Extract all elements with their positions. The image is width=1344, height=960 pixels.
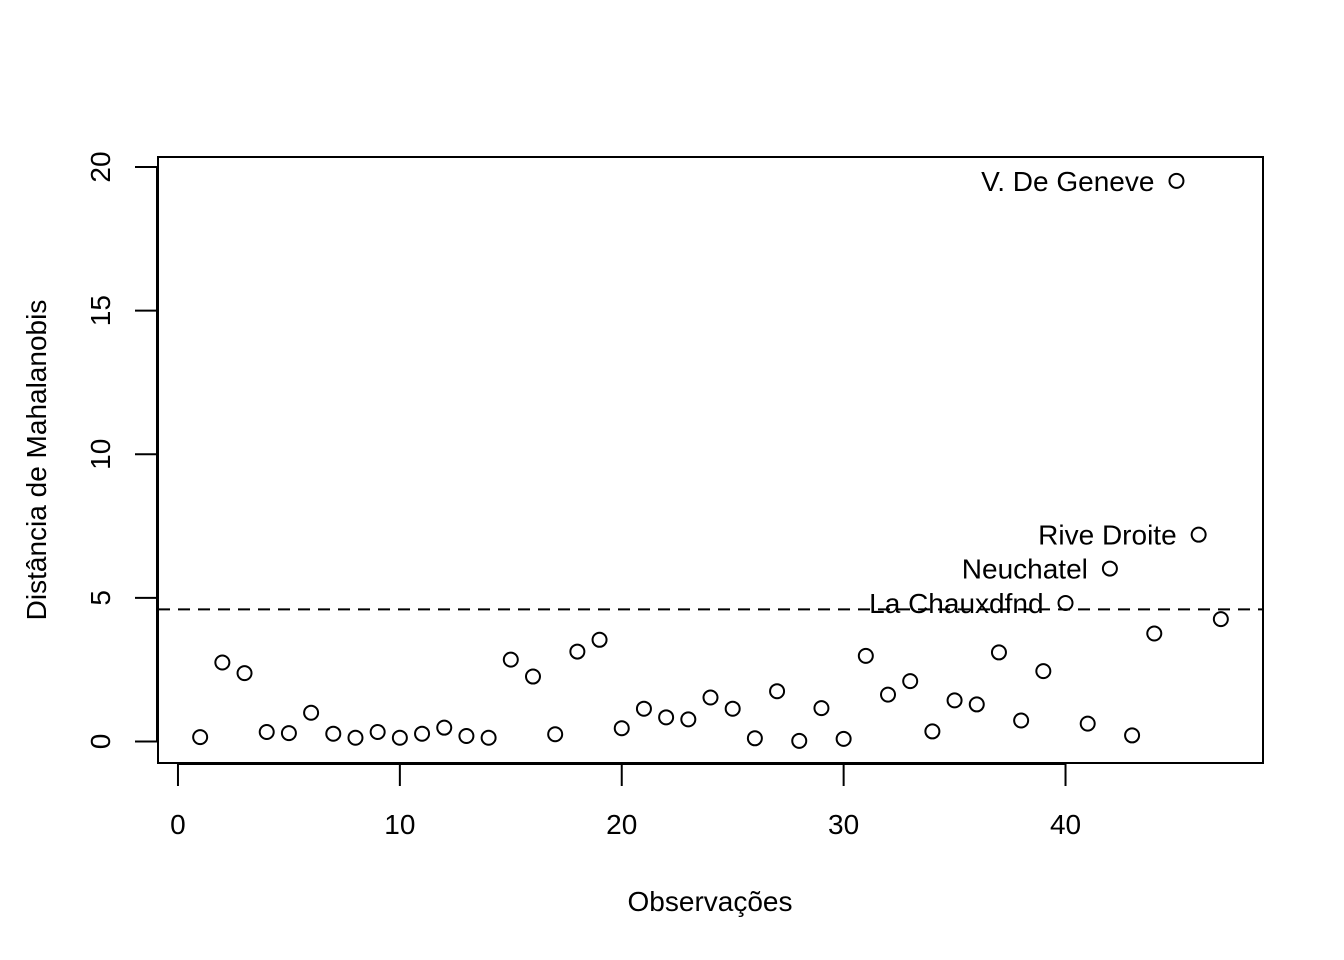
y-tick-label: 20 (85, 151, 116, 182)
data-point (591, 631, 608, 648)
y-tick-label: 10 (85, 439, 116, 470)
data-point (924, 723, 941, 740)
data-point (635, 700, 652, 717)
data-point (524, 668, 541, 685)
data-point (258, 723, 275, 740)
data-point (968, 696, 985, 713)
data-point (547, 726, 564, 743)
data-point (990, 644, 1007, 661)
data-point (835, 730, 852, 747)
y-tick-label: 5 (85, 590, 116, 606)
data-point (347, 729, 364, 746)
data-point (1035, 663, 1052, 680)
data-point (280, 725, 297, 742)
data-point (1212, 611, 1229, 628)
data-point (325, 725, 342, 742)
data-point (880, 686, 897, 703)
data-point (1124, 727, 1141, 744)
data-point (391, 729, 408, 746)
x-tick-label: 20 (606, 809, 637, 840)
y-axis: 0 5 10 15 20 (85, 151, 158, 750)
point-annotation: Neuchatel (962, 554, 1088, 585)
data-point (1079, 715, 1096, 732)
points-layer (192, 172, 1229, 749)
data-point (1057, 595, 1074, 612)
x-tick-label: 40 (1050, 809, 1081, 840)
data-point (946, 692, 963, 709)
data-point (1168, 172, 1185, 189)
data-point (680, 711, 697, 728)
point-annotation: Rive Droite (1038, 520, 1176, 551)
x-axis-label: Observações (628, 886, 793, 917)
data-point (414, 725, 431, 742)
x-tick-label: 0 (170, 809, 186, 840)
data-point (236, 665, 253, 682)
x-tick-label: 30 (828, 809, 859, 840)
x-axis: 0 10 20 30 40 (170, 763, 1081, 840)
y-tick-label: 15 (85, 295, 116, 326)
data-point (702, 689, 719, 706)
data-point (1190, 526, 1207, 543)
data-point (192, 729, 209, 746)
data-point (502, 651, 519, 668)
data-point (436, 719, 453, 736)
data-point (658, 709, 675, 726)
point-annotation: La Chauxdfnd (869, 588, 1043, 619)
data-point (813, 700, 830, 717)
data-point (857, 647, 874, 664)
data-point (724, 700, 741, 717)
plot-box (157, 156, 1264, 764)
data-point (746, 730, 763, 747)
data-point (769, 683, 786, 700)
y-tick-label: 0 (85, 734, 116, 750)
data-point (613, 720, 630, 737)
x-tick-label: 10 (384, 809, 415, 840)
data-point (1146, 625, 1163, 642)
y-axis-label: Distância de Mahalanobis (21, 300, 52, 621)
data-point (1013, 712, 1030, 729)
data-point (902, 673, 919, 690)
data-point (480, 729, 497, 746)
data-point (791, 732, 808, 749)
point-annotation: V. De Geneve (981, 166, 1154, 197)
data-point (1101, 560, 1118, 577)
data-point (303, 704, 320, 721)
data-point (569, 643, 586, 660)
data-point (369, 723, 386, 740)
data-point (458, 728, 475, 745)
data-point (214, 654, 231, 671)
